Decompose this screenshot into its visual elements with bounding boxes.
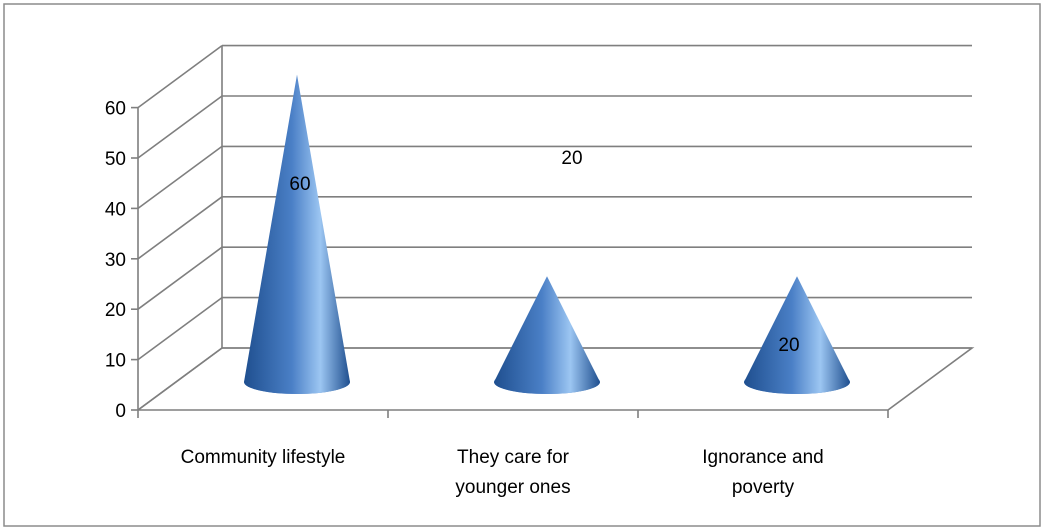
cone-bar	[244, 74, 350, 394]
data-label: 60	[289, 174, 310, 195]
data-labels: 60 20 20	[289, 148, 799, 356]
cone-bar	[744, 276, 850, 394]
cone-body	[494, 276, 600, 394]
x-category-label: Ignorance and poverty	[702, 447, 824, 498]
y-tick-label: 20	[105, 300, 126, 321]
x-axis-categories: Community lifestyle They care for younger …	[137, 410, 889, 498]
x-category-label: They care for younger ones	[455, 447, 570, 498]
data-label: 20	[778, 335, 799, 356]
cone-body	[244, 74, 350, 394]
y-axis-ticks: 0 10 20 30 40 50 60	[105, 99, 138, 422]
side-wall-gridline	[137, 246, 223, 310]
data-label: 20	[561, 148, 582, 169]
side-wall-gridline	[137, 44, 223, 109]
y-tick-label: 10	[105, 351, 126, 372]
side-wall-gridline	[137, 196, 223, 260]
y-tick-label: 40	[105, 199, 126, 220]
cone-body	[744, 276, 850, 394]
side-wall-gridline	[137, 145, 223, 210]
side-wall-gridline	[137, 296, 223, 361]
cone-bar	[494, 276, 600, 394]
y-tick-label: 50	[105, 149, 126, 170]
x-category-label: Community lifestyle	[181, 447, 346, 468]
cones	[244, 74, 850, 394]
y-tick-label: 60	[105, 99, 126, 120]
chart-border	[3, 3, 1041, 527]
side-wall-gridline	[137, 95, 223, 159]
y-tick-label: 0	[115, 401, 126, 422]
y-tick-label: 30	[105, 250, 126, 271]
